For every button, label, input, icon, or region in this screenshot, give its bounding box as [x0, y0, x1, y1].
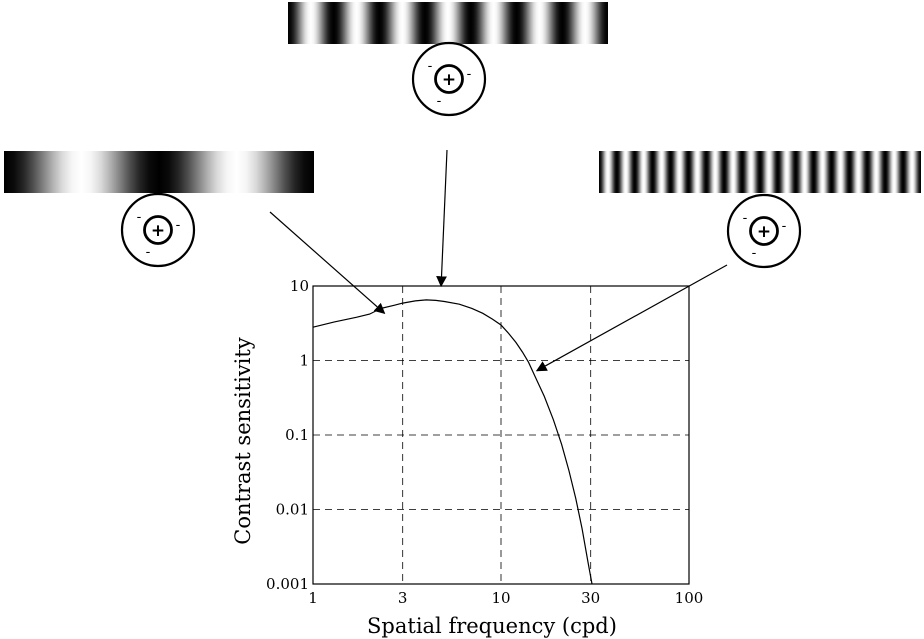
x-tick-label: 100	[675, 589, 704, 607]
x-tick-label: 30	[581, 589, 600, 607]
surround-sign: -	[467, 67, 472, 82]
receptive-field-icon-low: +- - -	[120, 192, 196, 268]
mid-frequency-grating	[288, 2, 608, 44]
x-tick-label: 1	[308, 589, 318, 607]
surround-sign: -	[782, 219, 787, 234]
surround-sign: -	[743, 211, 748, 226]
center-sign: +	[757, 222, 771, 242]
y-tick-label: 1	[299, 352, 309, 370]
grid-lines	[313, 286, 689, 584]
annotation-arrow	[436, 149, 448, 288]
surround-sign: -	[752, 246, 757, 261]
low-frequency-grating	[4, 151, 314, 193]
plot-area: 0.001 0.01 0.1 1 10 1 3 10 30 100	[266, 277, 703, 607]
x-axis-ticks: 1 3 10 30 100	[308, 589, 703, 607]
annotation-arrows	[269, 149, 728, 372]
y-tick-label: 10	[290, 277, 309, 295]
high-frequency-grating	[599, 151, 921, 193]
x-axis-title: Spatial frequency (cpd)	[367, 614, 617, 638]
receptive-field-icon-high: +- - -	[726, 193, 802, 269]
x-tick-label: 10	[491, 589, 510, 607]
y-tick-label: 0.01	[276, 501, 309, 519]
annotation-arrow	[269, 211, 386, 315]
x-tick-label: 3	[398, 589, 408, 607]
contrast-sensitivity-curve	[312, 299, 593, 585]
annotation-arrow	[535, 264, 728, 372]
y-axis-ticks: 0.001 0.01 0.1 1 10	[266, 277, 309, 593]
surround-sign: -	[176, 218, 181, 233]
surround-sign: -	[137, 210, 142, 225]
center-sign: +	[442, 70, 456, 90]
y-tick-label: 0.1	[285, 426, 309, 444]
surround-sign: -	[146, 245, 151, 260]
plot-frame	[312, 285, 690, 585]
y-axis-title: Contrast sensitivity	[231, 337, 255, 545]
center-sign: +	[151, 221, 165, 241]
surround-sign: -	[437, 94, 442, 109]
y-tick-label: 0.001	[266, 575, 309, 593]
surround-sign: -	[428, 59, 433, 74]
receptive-field-icon-mid: +- - -	[411, 41, 487, 117]
